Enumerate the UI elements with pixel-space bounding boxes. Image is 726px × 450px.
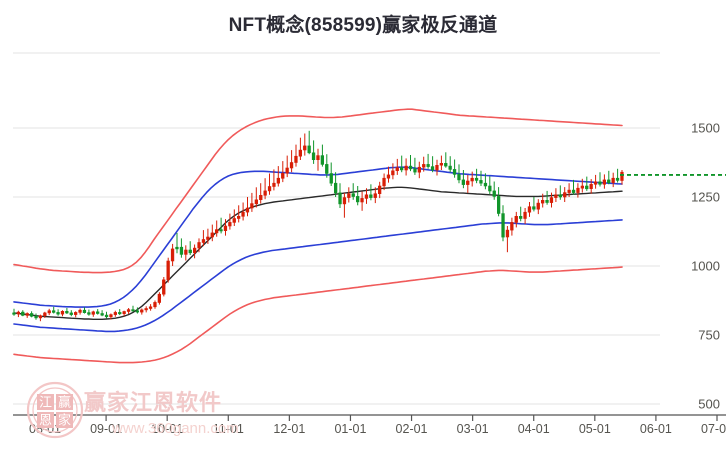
y-axis-tick-label: 1500 xyxy=(691,120,720,136)
x-axis-tick-label: 12-01 xyxy=(273,422,306,436)
gridlines xyxy=(13,52,660,405)
x-axis-tick-label: 05-01 xyxy=(578,422,611,436)
x-axis-tick-label: 04-01 xyxy=(517,422,550,436)
y-axis-tick-label: 1250 xyxy=(691,189,720,205)
band-lines xyxy=(13,108,623,364)
x-axis-tick-label: 01-01 xyxy=(334,422,367,436)
x-axis-tick-label: 06-01 xyxy=(639,422,672,436)
x-axis-tick-label: 11-01 xyxy=(212,422,244,436)
y-axis-tick-label: 500 xyxy=(698,396,720,412)
y-axis-tick-label: 1000 xyxy=(691,258,720,274)
page-title: NFT概念(858599)赢家极反通道 xyxy=(228,15,498,36)
y-axis-tick-label: 750 xyxy=(698,327,720,343)
x-axis-tick-label: 07-01 xyxy=(701,422,726,436)
x-axis-tick-label: 09-01 xyxy=(90,422,123,436)
x-axis-tick-label: 03-01 xyxy=(456,422,489,436)
x-axis-tick-label: 02-01 xyxy=(395,422,428,436)
axis-lines xyxy=(13,414,726,421)
x-axis-tick-label: 08-01 xyxy=(29,422,61,436)
candlestick-series xyxy=(12,130,624,322)
x-axis-tick-label: 10-01 xyxy=(151,422,184,436)
